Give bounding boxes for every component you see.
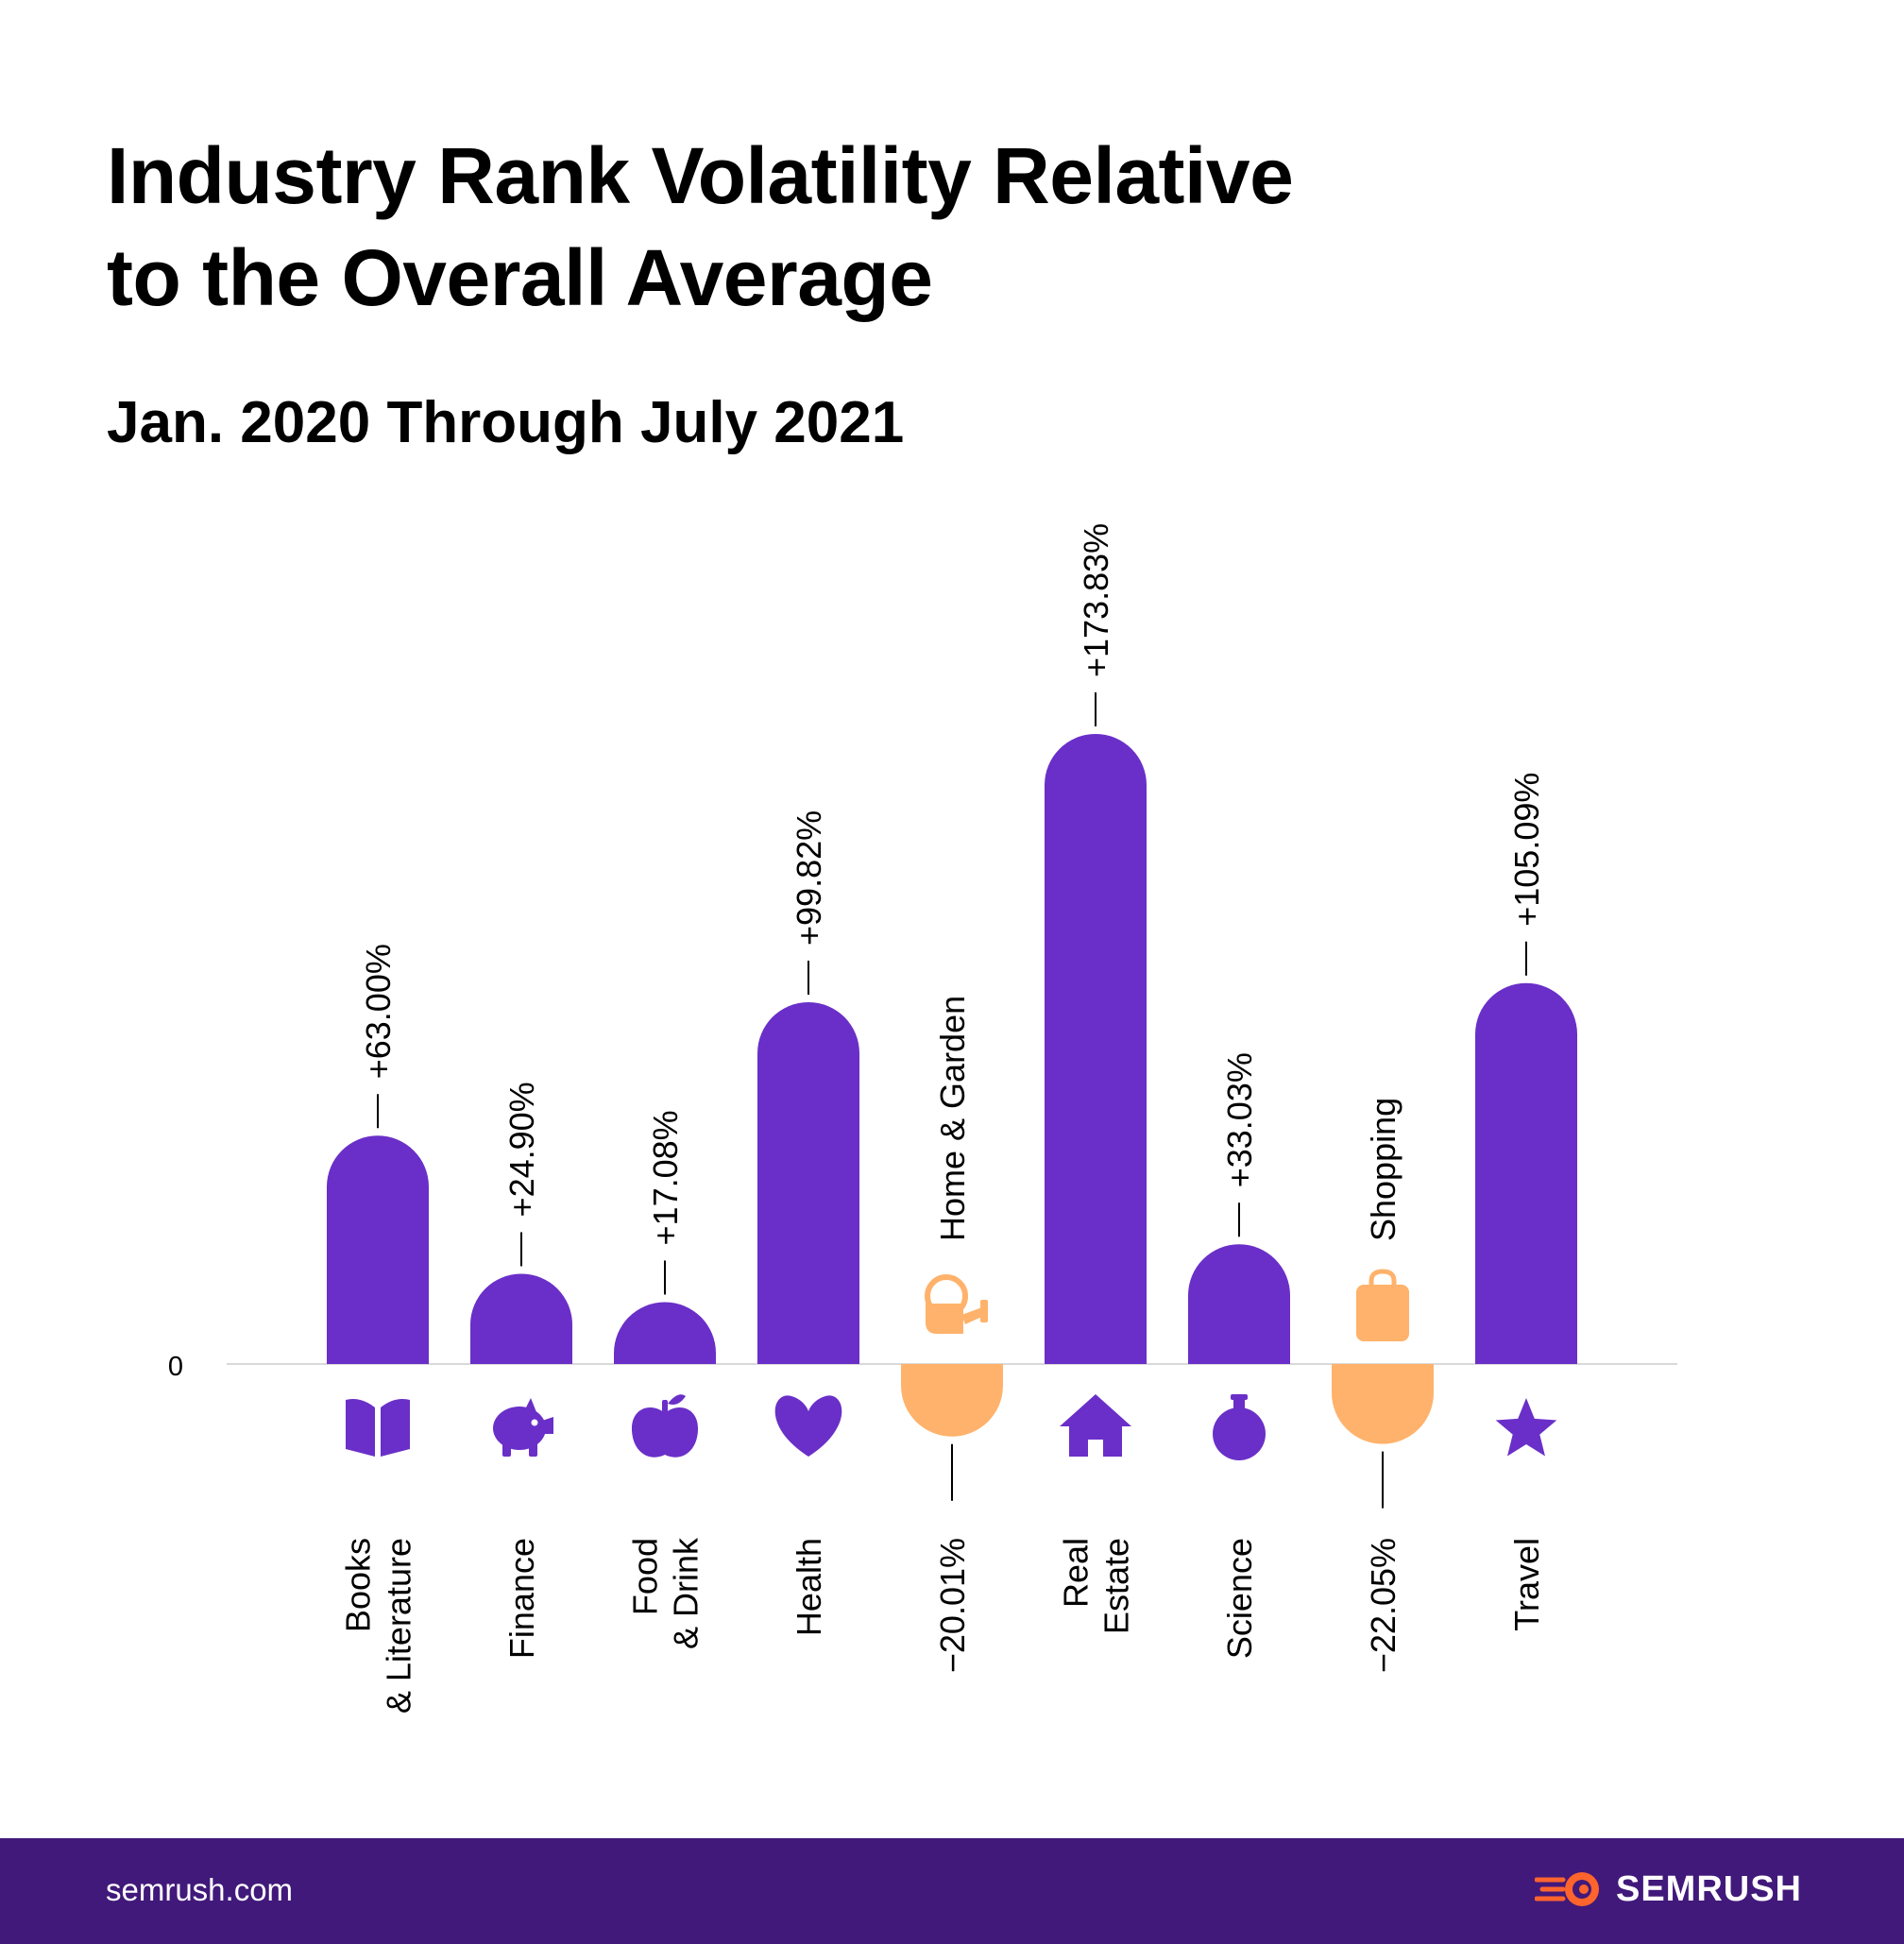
piggy-bank-icon: [493, 1398, 553, 1457]
value-label: +105.09%: [1507, 773, 1546, 927]
semrush-logo: SEMRUSH: [1534, 1868, 1802, 1910]
category-label: Home & Garden: [933, 996, 972, 1241]
bar-4: [901, 1364, 1003, 1437]
category-label: Health: [790, 1538, 828, 1636]
value-label: +63.00%: [359, 944, 398, 1079]
value-label: −22.05%: [1364, 1538, 1402, 1673]
category-label: Shopping: [1364, 1098, 1402, 1241]
house-icon: [1060, 1394, 1131, 1457]
category-label: Food& Drink: [625, 1537, 705, 1649]
zero-axis-label: 0: [168, 1352, 183, 1382]
bar-8: [1475, 982, 1577, 1364]
chart-title: Industry Rank Volatility Relative to the…: [107, 125, 1712, 329]
bar-7: [1332, 1364, 1434, 1444]
category-label: Travel: [1507, 1538, 1546, 1631]
flask-icon: [1213, 1394, 1266, 1460]
bar-6: [1188, 1244, 1290, 1364]
heart-icon: [774, 1395, 842, 1457]
book-icon: [346, 1399, 410, 1457]
chart-subtitle: Jan. 2020 Through July 2021: [107, 390, 905, 455]
bar-3: [757, 1001, 859, 1364]
bars-group: +63.00% Books& Literature +24.90% Finance +1…: [327, 523, 1577, 1714]
category-label: Books& Literature: [338, 1538, 417, 1714]
semrush-fireball-icon: [1534, 1872, 1599, 1906]
category-label: Finance: [502, 1538, 541, 1659]
chart-title-line-2: to the Overall Average: [107, 233, 933, 322]
value-label: +173.83%: [1077, 523, 1115, 677]
value-label: +33.03%: [1220, 1052, 1259, 1187]
value-label: +17.08%: [646, 1110, 685, 1245]
value-label: −20.01%: [933, 1538, 972, 1673]
category-label: Science: [1220, 1538, 1259, 1659]
semrush-logo-text: SEMRUSH: [1615, 1868, 1802, 1909]
category-label: RealEstate: [1056, 1538, 1135, 1634]
chart-title-line-1: Industry Rank Volatility Relative: [107, 131, 1294, 220]
bar-5: [1045, 734, 1147, 1364]
footer-url[interactable]: semrush.com: [106, 1872, 294, 1907]
bar-1: [470, 1273, 572, 1364]
bar-0: [327, 1135, 429, 1364]
shopping-bag-icon: [1356, 1269, 1409, 1341]
watering-can-icon: [925, 1274, 988, 1334]
bar-chart: 0 +63.00% Books& Literature +24.90% Finance…: [168, 523, 1677, 1714]
bar-2: [614, 1302, 716, 1364]
star-icon: [1495, 1398, 1557, 1457]
value-label: +99.82%: [790, 810, 828, 946]
apple-icon: [631, 1394, 699, 1458]
footer: semrush.com SEMRUSH: [0, 1838, 1904, 1944]
value-label: +24.90%: [502, 1082, 541, 1217]
